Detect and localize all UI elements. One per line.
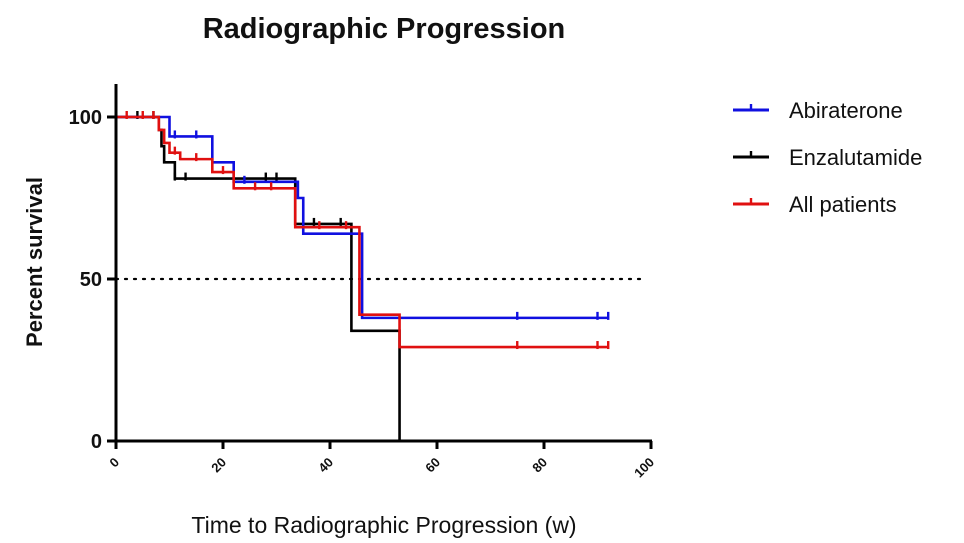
legend-label-enzalutamide: Enzalutamide <box>789 145 922 170</box>
x-tick-label-0: 0 <box>106 455 122 471</box>
x-axis-label: Time to Radiographic Progression (w) <box>191 512 576 538</box>
x-tick-label-80: 80 <box>529 455 550 476</box>
series-line-abiraterone <box>116 115 609 320</box>
x-tick-label-100: 100 <box>631 455 657 481</box>
y-tick-label-0: 0 <box>91 431 102 453</box>
legend-item-abiraterone: Abiraterone <box>733 98 903 123</box>
legend: Abiraterone Enzalutamide All patients <box>733 98 922 217</box>
y-tick-label-50: 50 <box>80 269 102 291</box>
series-enzalutamide <box>116 111 401 441</box>
axes-layer <box>114 84 652 443</box>
series-all-patients <box>116 111 610 350</box>
x-tick-label-20: 20 <box>208 455 229 476</box>
series-line-enzalutamide <box>116 115 401 441</box>
x-tick-label-40: 40 <box>315 455 336 476</box>
series-layer <box>116 111 610 441</box>
x-tick-layer: 0 20 40 60 80 100 <box>106 441 657 480</box>
chart-title: Radiographic Progression <box>203 13 566 45</box>
y-tick-layer: 0 50 100 <box>69 107 116 453</box>
legend-label-abiraterone: Abiraterone <box>789 98 903 123</box>
y-axis-label: Percent survival <box>22 177 47 347</box>
y-tick-label-100: 100 <box>69 107 102 129</box>
legend-item-enzalutamide: Enzalutamide <box>733 145 922 170</box>
legend-item-all-patients: All patients <box>733 192 897 217</box>
x-tick-label-60: 60 <box>422 455 443 476</box>
series-abiraterone <box>116 115 610 320</box>
legend-label-all-patients: All patients <box>789 192 897 217</box>
